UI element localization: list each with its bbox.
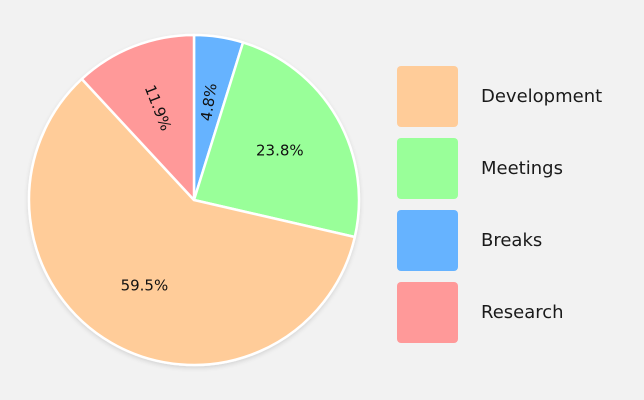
- pie-slice-meetings: [192, 41, 361, 239]
- pie-slice-research: [80, 33, 196, 202]
- legend-label: Meetings: [481, 158, 563, 179]
- legend-item-development: Development: [397, 66, 602, 127]
- legend-item-meetings: Meetings: [397, 138, 602, 199]
- legend-item-research: Research: [397, 282, 602, 343]
- slice-label-meetings: 23.8%: [256, 142, 304, 160]
- legend: Development Meetings Breaks Research: [397, 66, 602, 354]
- legend-swatch-development: [397, 66, 458, 127]
- legend-label: Breaks: [481, 230, 543, 251]
- legend-item-breaks: Breaks: [397, 210, 602, 271]
- slice-label-breaks: 4.8%: [197, 82, 221, 122]
- pie-slice-development: [27, 77, 357, 367]
- legend-swatch-breaks: [397, 210, 458, 271]
- legend-label: Development: [481, 86, 603, 107]
- slice-label-development: 59.5%: [121, 277, 169, 295]
- legend-swatch-meetings: [397, 138, 458, 199]
- legend-swatch-research: [397, 282, 458, 343]
- legend-label: Research: [481, 302, 564, 323]
